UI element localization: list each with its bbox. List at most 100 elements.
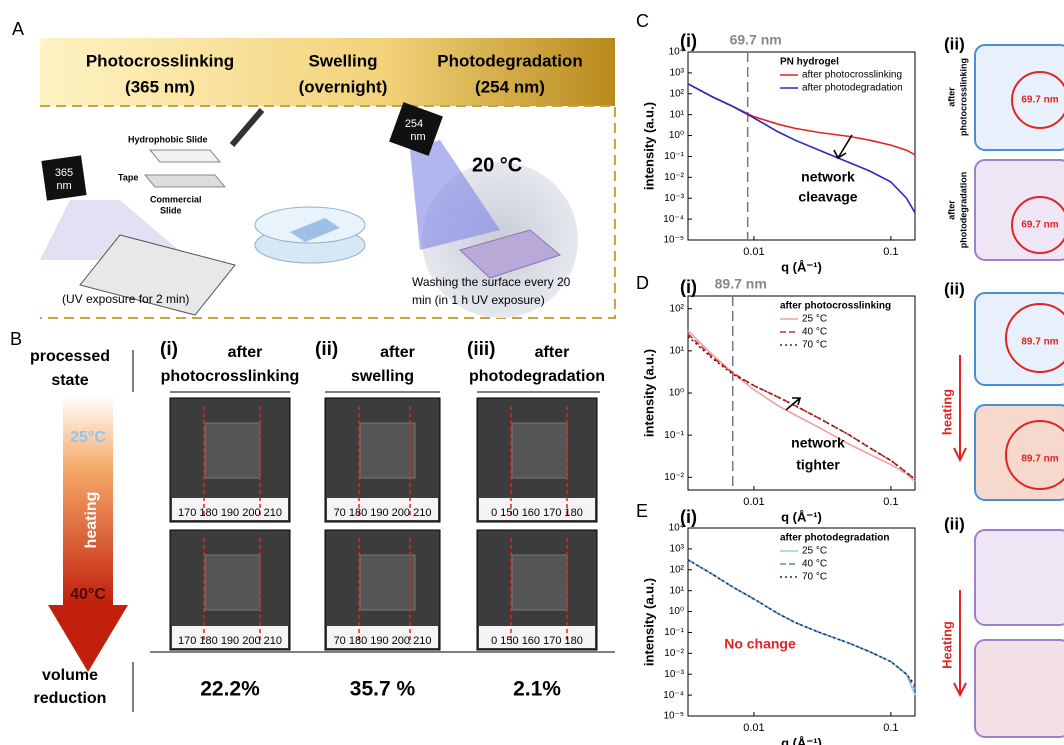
ruler-label: 70 180 190 200 210	[334, 507, 432, 519]
legend-label: after photodegradation	[802, 83, 903, 94]
label: after	[946, 87, 956, 107]
label: (ii)	[944, 279, 965, 298]
ruler-label: 0 150 160 170 180	[491, 507, 583, 519]
heat-arrow-head	[48, 605, 128, 672]
y-tick-label: 10³	[670, 544, 685, 555]
gel	[459, 229, 562, 279]
label: heating	[83, 492, 100, 549]
panel-label: D	[636, 273, 649, 293]
y-axis-label: intensity (a.u.)	[641, 578, 656, 666]
panel-label: C	[636, 11, 649, 31]
column-title: photocrosslinking	[161, 368, 300, 385]
y-tick-label: 10⁻¹	[664, 430, 684, 441]
legend-label: 70 °C	[802, 340, 827, 351]
ruler-label: 70 180 190 200 210	[334, 635, 432, 647]
frame	[40, 105, 616, 319]
panel-number: (i)	[680, 31, 697, 51]
x-axis-label: q (Å⁻¹)	[781, 735, 822, 745]
step-title: (365 nm)	[125, 77, 195, 96]
label: 89.7 nm	[1021, 454, 1058, 465]
y-tick-label: 10⁻²	[664, 472, 684, 483]
y-tick-label: 10⁻⁴	[663, 214, 684, 225]
x-tick-label: 0.1	[883, 722, 898, 734]
series-line	[687, 333, 916, 480]
step-title: Swelling	[309, 51, 378, 70]
y-tick-label: 10¹	[670, 585, 685, 596]
annotation: network	[801, 169, 855, 185]
y-tick-label: 10²	[670, 564, 685, 575]
y-axis-label: intensity (a.u.)	[641, 102, 656, 190]
legend-title: after photocrosslinking	[780, 301, 891, 312]
y-tick-label: 10⁻¹	[664, 627, 684, 638]
label: heating	[939, 389, 954, 435]
x-axis-label: q (Å⁻¹)	[781, 509, 822, 524]
arrow	[785, 397, 802, 411]
y-tick-label: 10⁻⁵	[663, 711, 684, 722]
x-tick-label: 0.01	[743, 246, 764, 258]
ruler-label: 170 180 190 200 210	[178, 507, 282, 519]
y-tick-label: 10⁻²	[664, 648, 684, 659]
panel-number: (i)	[680, 507, 697, 527]
size-circle	[1011, 196, 1064, 254]
sample	[204, 554, 261, 611]
series-line	[687, 83, 916, 214]
ruler	[479, 626, 595, 648]
label: after	[946, 200, 956, 220]
y-tick-label: 10⁻³	[664, 669, 684, 680]
annotation: network	[791, 435, 845, 451]
series-line	[687, 559, 916, 690]
step-title: (254 nm)	[475, 77, 545, 96]
ruler-label: 0 150 160 170 180	[491, 635, 583, 647]
y-tick-label: 10⁻¹	[664, 151, 684, 162]
column-title: after	[228, 344, 263, 361]
label: state	[51, 372, 88, 389]
label: photodegradation	[958, 172, 968, 249]
legend-title: after photodegradation	[780, 533, 889, 544]
label: Tape	[118, 172, 138, 182]
size-circle	[1005, 420, 1064, 490]
label: Hydrophobic Slide	[128, 134, 208, 144]
ruler-label: 170 180 190 200 210	[178, 635, 282, 647]
sample	[359, 422, 416, 479]
y-tick-label: 10⁻³	[664, 193, 684, 204]
label: 254	[405, 118, 423, 130]
legend-label: 25 °C	[802, 314, 827, 325]
y-tick-label: 10²	[670, 88, 685, 99]
label: 89.7 nm	[1021, 337, 1058, 348]
reference-label: 89.7 nm	[715, 276, 767, 292]
sample	[204, 422, 261, 479]
gel	[290, 218, 340, 242]
x-tick-label: 0.1	[883, 496, 898, 508]
lamp	[389, 102, 443, 156]
panel-number: (i)	[680, 277, 697, 297]
ruler	[479, 498, 595, 520]
reference-label: 69.7 nm	[730, 32, 782, 48]
sample	[511, 554, 568, 611]
column-title: after	[380, 344, 415, 361]
annotation: No change	[724, 636, 796, 652]
label: Heating	[939, 621, 954, 669]
ruler	[172, 498, 288, 520]
ruler	[172, 626, 288, 648]
schematic	[974, 529, 1064, 626]
column-title: after	[535, 344, 570, 361]
slide	[79, 234, 236, 316]
x-axis-label: q (Å⁻¹)	[781, 259, 822, 274]
column-title: photodegradation	[469, 368, 605, 385]
label: 365	[55, 167, 73, 179]
label: nm	[56, 180, 71, 192]
y-tick-label: 10⁰	[669, 130, 684, 141]
plot-frame	[687, 51, 916, 241]
label: 40°C	[70, 586, 106, 603]
schematic	[974, 292, 1064, 386]
legend-label: after photocrosslinking	[802, 70, 902, 81]
legend-label: 70 °C	[802, 572, 827, 583]
y-axis-label: intensity (a.u.)	[641, 349, 656, 437]
heat-arrow	[953, 355, 967, 463]
legend-label: 25 °C	[802, 546, 827, 557]
label: (ii)	[944, 514, 965, 533]
legend-title: PN hydrogel	[780, 57, 839, 68]
banner	[40, 38, 615, 106]
label: Slide	[160, 205, 182, 215]
